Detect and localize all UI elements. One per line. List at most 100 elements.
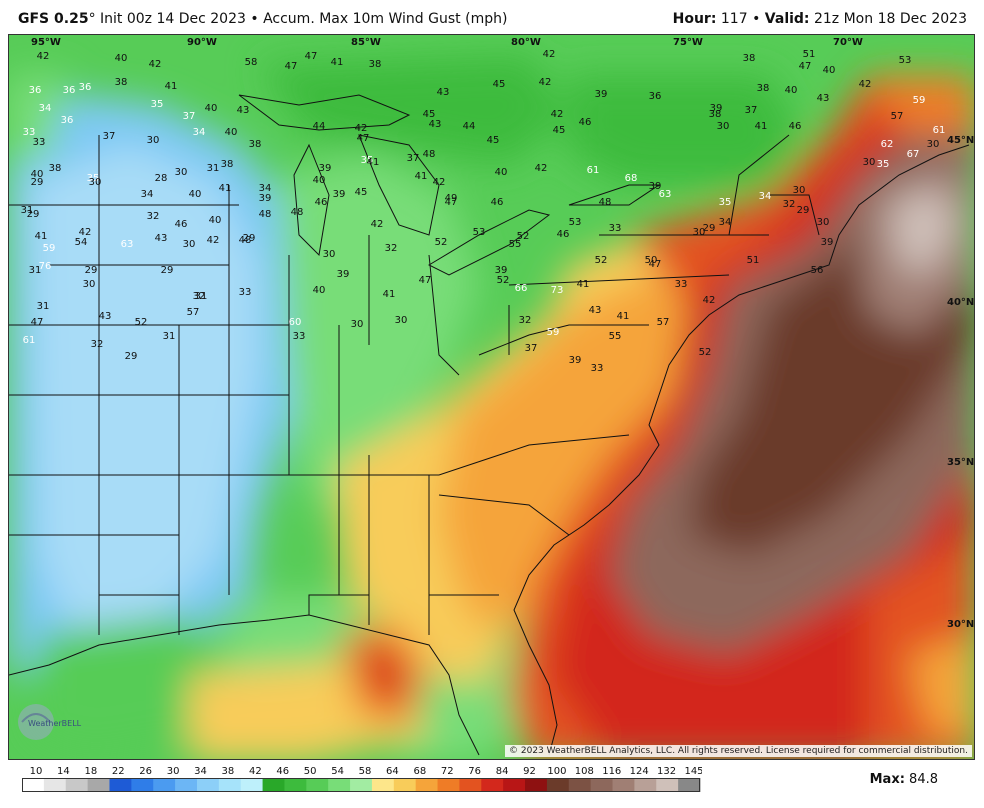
wind-gust-value: 61 [933,125,946,136]
wind-gust-value: 39 [333,189,346,200]
wind-gust-value: 42 [703,295,716,306]
legend-swatch [262,778,285,792]
wind-gust-value: 47 [419,275,432,286]
legend-tick-label: 116 [602,766,621,777]
wind-gust-value: 47 [357,133,370,144]
legend-swatch [678,778,701,792]
wind-gust-value: 29 [703,223,716,234]
wind-gust-value: 37 [745,105,758,116]
wind-gust-value: 45 [487,135,500,146]
wind-gust-value: 30 [175,167,188,178]
legend-swatch [568,778,592,792]
wind-gust-value: 42 [37,51,50,62]
wind-gust-value: 61 [23,335,36,346]
wind-gust-value: 62 [881,139,894,150]
wind-gust-value: 42 [433,177,446,188]
wind-gust-value: 41 [367,157,380,168]
wind-gust-value: 67 [907,149,920,160]
wind-gust-value: 34 [141,189,154,200]
legend-swatch [525,778,548,792]
wind-gust-value: 32 [147,211,160,222]
legend-tick-label: 30 [167,766,180,777]
wind-gust-value: 30 [147,135,160,146]
wind-gust-value: 31 [195,291,208,302]
wind-gust-value: 36 [29,85,42,96]
wind-gust-value: 38 [369,59,382,70]
legend-swatch [43,778,67,792]
wind-gust-value: 59 [43,243,56,254]
legend-tick-label: 18 [84,766,97,777]
wind-gust-value: 34 [759,191,772,202]
wind-gust-value: 33 [239,287,252,298]
lon-label: 70°W [833,37,863,48]
wind-gust-value: 37 [103,131,116,142]
wind-gust-value: 52 [595,255,608,266]
wind-field [9,55,974,759]
wind-gust-value: 57 [187,307,200,318]
lon-label: 80°W [511,37,541,48]
wind-gust-value: 31 [163,331,176,342]
hour-label: Hour: [672,11,717,27]
wind-gust-value: 39 [595,89,608,100]
wind-gust-value: 46 [579,117,592,128]
wind-gust-value: 48 [239,235,252,246]
wind-gust-value: 38 [249,139,262,150]
wind-gust-value: 76 [39,261,52,272]
wind-gust-value: 31 [21,205,34,216]
wind-gust-value: 53 [473,227,486,238]
wind-gust-value: 33 [591,363,604,374]
lat-label: 45°N [947,135,974,146]
lat-label: 30°N [947,619,974,630]
wind-gust-value: 41 [383,289,396,300]
wind-gust-value: 45 [423,109,436,120]
wind-gust-value: 50 [645,255,658,266]
wind-gust-value: 29 [125,351,138,362]
legend-swatch [612,778,635,792]
wind-gust-value: 52 [435,237,448,248]
valid-label: Valid: [764,11,810,27]
wind-gust-value: 47 [445,197,458,208]
logo-text: WeatherBELL [28,719,82,728]
wind-gust-value: 30 [793,185,806,196]
legend-tick-label: 76 [468,766,481,777]
wind-gust-value: 40 [205,103,218,114]
init-time: Init 00z 14 Dec 2023 [100,11,246,27]
legend-swatch [634,778,657,792]
wind-gust-value: 40 [313,285,326,296]
wind-gust-value: 39 [649,181,662,192]
wind-gust-value: 38 [221,159,234,170]
wind-gust-value: 40 [785,85,798,96]
legend-swatch [153,778,176,792]
wind-gust-value: 29 [85,265,98,276]
wind-gust-value: 47 [31,317,44,328]
wind-gust-value: 51 [747,255,760,266]
wind-gust-value: 46 [557,229,570,240]
wind-gust-value: 41 [617,311,630,322]
wind-gust-value: 28 [155,173,168,184]
wind-gust-value: 30 [323,249,336,260]
wind-gust-value: 52 [699,347,712,358]
wind-gust-value: 58 [245,57,258,68]
product-name: Accum. Max 10m Wind Gust (mph) [263,11,508,27]
legend-tick-label: 46 [276,766,289,777]
legend-tick-label: 34 [194,766,207,777]
legend-swatch [481,778,504,792]
wind-gust-value: 34 [193,127,206,138]
wind-gust-value: 40 [313,175,326,186]
legend-tick-label: 42 [249,766,262,777]
legend-swatch [415,778,439,792]
lon-label: 95°W [31,37,61,48]
wind-gust-value: 48 [423,149,436,160]
wind-gust-value: 40 [31,169,44,180]
wind-gust-map[interactable]: 95°W 90°W 85°W 80°W 75°W 70°W 45°N 40°N … [8,34,975,760]
legend-tick-label: 124 [630,766,649,777]
wind-gust-value: 63 [659,189,672,200]
legend-swatch [284,778,307,792]
legend-swatch [240,778,264,792]
max-value: 84.8 [909,772,938,787]
wind-gust-value: 37 [183,111,196,122]
wind-gust-value: 29 [243,233,256,244]
wind-gust-value: 42 [79,227,92,238]
wind-gust-value: 31 [29,265,42,276]
